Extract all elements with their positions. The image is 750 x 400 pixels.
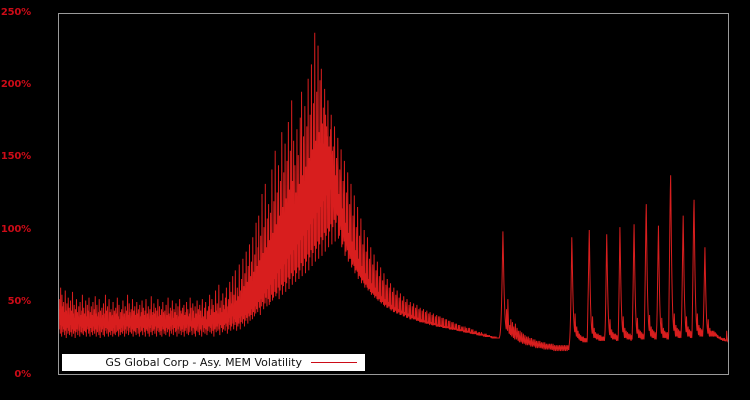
legend-label: GS Global Corp - Asy. MEM Volatility [105,356,302,369]
y-axis-tick-label: 0% [14,369,31,380]
chart-legend: GS Global Corp - Asy. MEM Volatility [62,354,365,371]
y-axis-tick-label: 100% [0,224,31,235]
y-axis-tick-label: 200% [0,79,31,90]
plot-area [58,13,729,375]
y-axis-tick-label: 50% [7,296,32,307]
legend-line-swatch [311,362,357,363]
y-axis-tick-label: 250% [0,7,31,18]
y-axis-tick-label: 150% [0,151,31,162]
volatility-series [59,32,728,352]
